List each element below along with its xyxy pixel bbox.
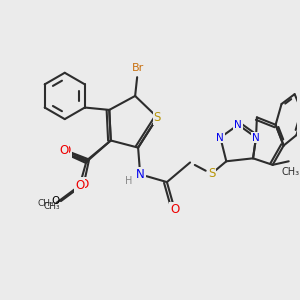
Text: N: N bbox=[234, 120, 242, 130]
Text: O: O bbox=[170, 203, 179, 216]
Text: O: O bbox=[79, 178, 88, 191]
Text: N: N bbox=[217, 133, 224, 142]
Text: S: S bbox=[208, 167, 215, 180]
Text: Br: Br bbox=[132, 63, 144, 73]
Text: CH₃: CH₃ bbox=[44, 202, 60, 211]
Text: CH₃: CH₃ bbox=[38, 199, 54, 208]
Text: N: N bbox=[136, 168, 145, 181]
Text: O: O bbox=[51, 196, 59, 206]
Text: O: O bbox=[61, 144, 70, 157]
Text: N: N bbox=[252, 133, 260, 142]
Text: O: O bbox=[59, 143, 68, 157]
Text: CH₃: CH₃ bbox=[281, 167, 299, 177]
Text: O: O bbox=[75, 179, 84, 192]
Text: S: S bbox=[154, 111, 161, 124]
Text: H: H bbox=[125, 176, 133, 186]
